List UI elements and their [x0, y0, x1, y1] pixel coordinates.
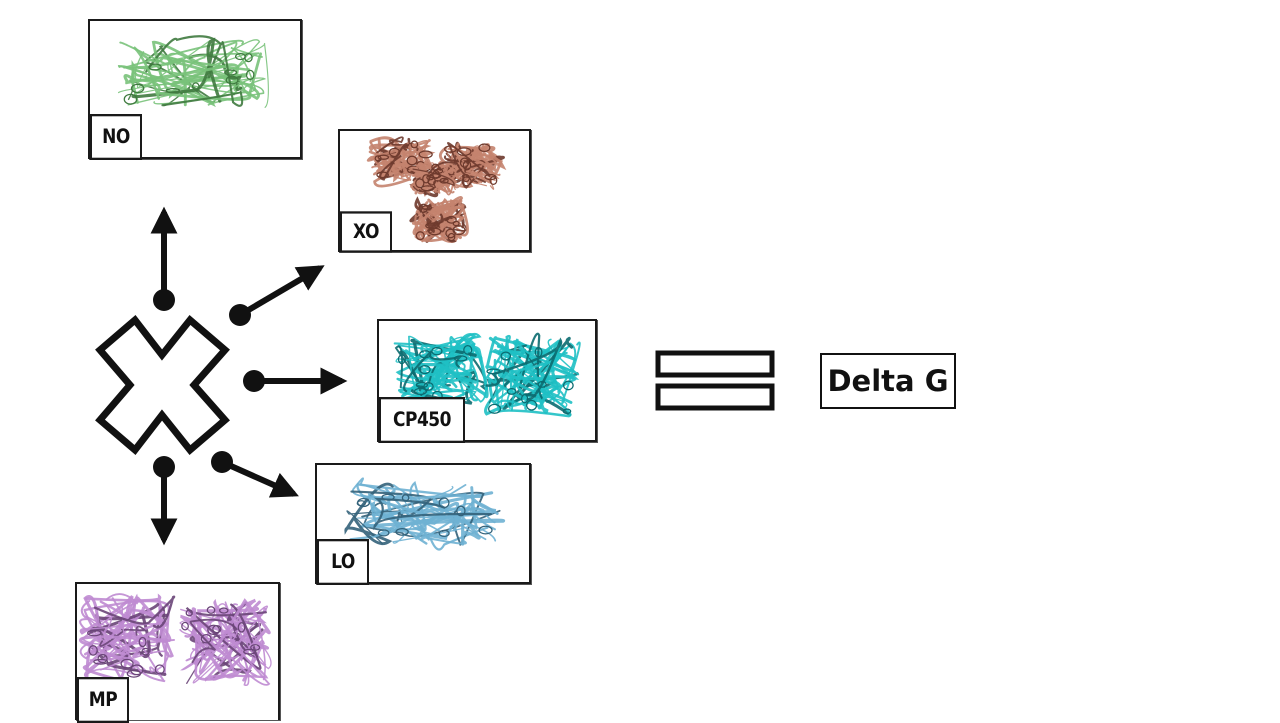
protein-structure-lo — [344, 477, 506, 551]
arrow-to-mp — [150, 456, 178, 546]
panel-mp: MP — [75, 582, 280, 723]
x-molecule-icon — [95, 314, 230, 456]
panel-no: NO — [88, 19, 302, 160]
label-lo: LO — [317, 539, 369, 585]
delta-g-label: Delta G — [827, 364, 949, 398]
delta-g-box: Delta G — [820, 353, 956, 409]
label-mp: MP — [77, 677, 129, 723]
equals-sign — [655, 350, 775, 411]
protein-structure-mp — [79, 593, 272, 687]
arrow-to-xo — [229, 265, 325, 326]
panel-cp450: CP450 — [377, 319, 597, 443]
arrow-to-no — [150, 206, 178, 311]
protein-structure-xo — [366, 136, 507, 244]
panel-xo: XO — [338, 129, 531, 253]
label-xo: XO — [340, 211, 392, 253]
arrow-to-cp450 — [243, 367, 348, 395]
arrow-to-lo — [211, 451, 299, 498]
protein-structure-no — [117, 35, 269, 108]
label-cp450: CP450 — [379, 397, 465, 443]
label-no: NO — [90, 114, 142, 160]
panel-lo: LO — [315, 463, 531, 585]
